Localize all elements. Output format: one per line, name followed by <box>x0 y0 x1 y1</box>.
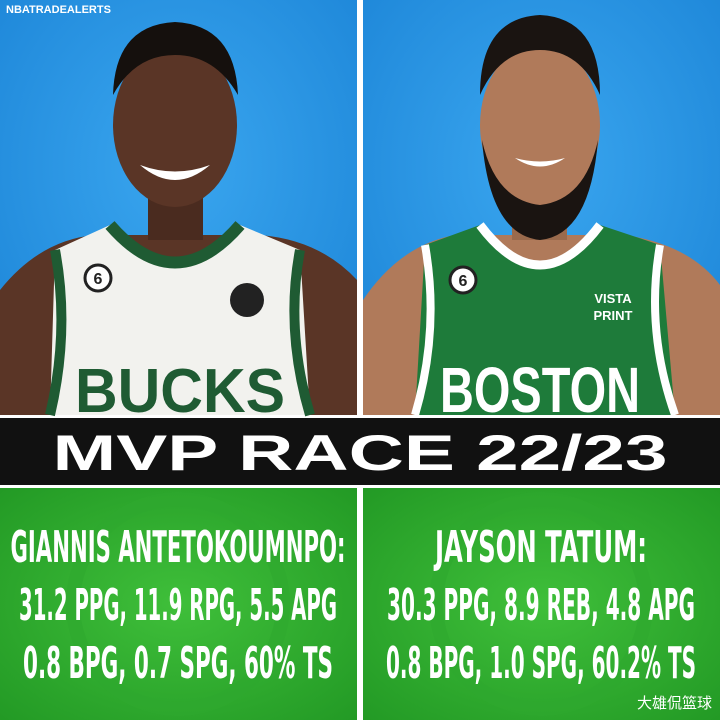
jersey-number: 6 <box>459 273 468 290</box>
handle: NBATRADEALERTS <box>6 4 111 16</box>
stat-line: 0.8 BPG, 1.0 SPG, 60.2% TS <box>386 638 696 689</box>
watermark: 大雄侃篮球 <box>637 694 712 712</box>
jersey-text: BUCKS <box>75 357 285 426</box>
stat-line: 31.2 PPG, 11.9 RPG, 5.5 APG <box>19 580 337 631</box>
sponsor-text: PRINT <box>594 308 633 323</box>
sponsor-text: VISTA <box>594 291 632 306</box>
title: MVP RACE 22/23 <box>53 425 668 481</box>
player-name: JAYSON TATUM: <box>433 522 647 573</box>
photo-left: 6 BUCKS NBATRADEALERTS <box>0 0 357 426</box>
stat-panel-right <box>363 488 720 720</box>
stat-panel-left <box>0 488 357 720</box>
player-name: GIANNIS ANTETOKOUMNPO: <box>11 522 346 573</box>
jersey-text: BOSTON <box>440 354 640 426</box>
photo-right: 6 VISTA PRINT BOSTON <box>363 0 720 426</box>
jersey-number: 6 <box>94 271 103 288</box>
stat-line: 0.8 BPG, 0.7 SPG, 60% TS <box>23 638 333 689</box>
stat-line: 30.3 PPG, 8.9 REB, 4.8 APG <box>387 580 695 631</box>
title-band <box>0 418 720 485</box>
